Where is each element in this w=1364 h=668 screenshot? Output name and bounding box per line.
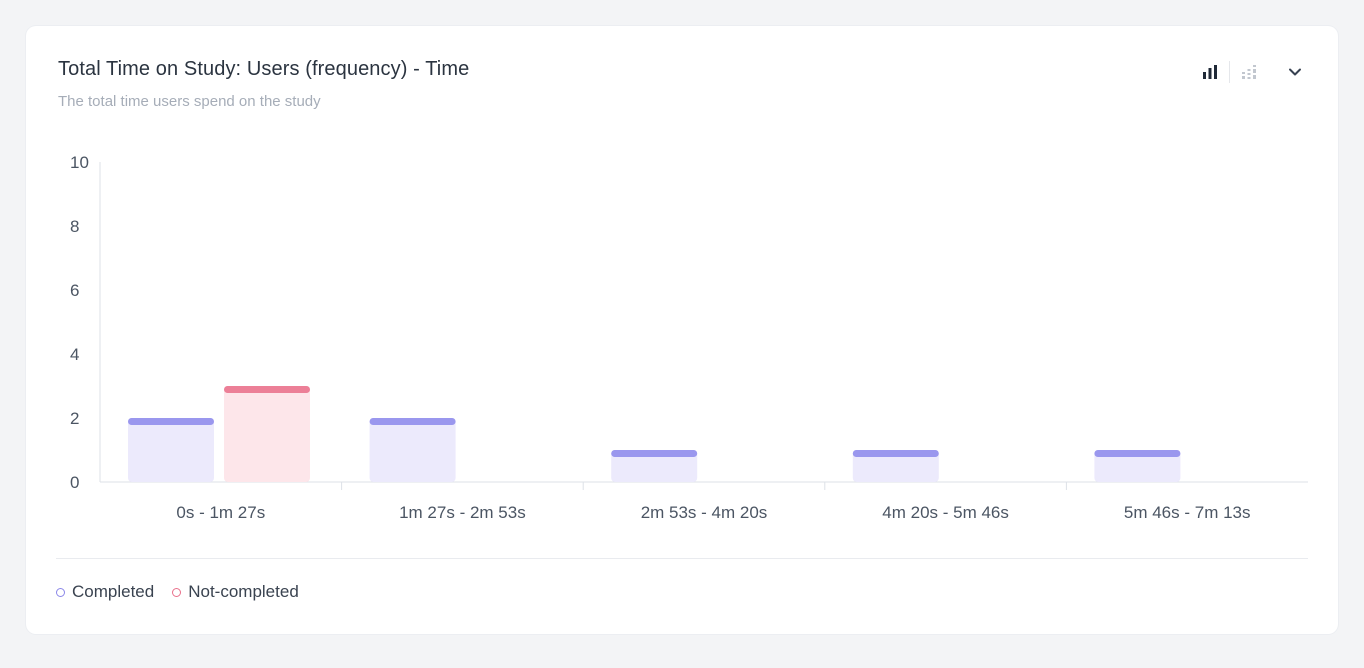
y-tick-label: 0: [70, 473, 79, 492]
bar-cap-completed: [369, 418, 456, 425]
y-tick-label: 10: [70, 153, 89, 172]
legend-label-not-completed: Not-completed: [188, 582, 299, 601]
x-tick-label: 5m 46s - 7m 13s: [1124, 503, 1251, 522]
chart-card: Total Time on Study: Users (frequency) -…: [26, 26, 1338, 634]
bar-cap-completed: [1094, 450, 1181, 457]
bar-cap-completed: [128, 418, 214, 425]
legend-label-completed: Completed: [72, 582, 155, 601]
stacked-bar-icon: [1242, 65, 1256, 79]
bar-chart-icon: [1203, 65, 1217, 79]
chevron-down-icon: [1289, 68, 1301, 76]
y-tick-label: 8: [70, 217, 79, 236]
grouped-bar-view-button[interactable]: [1197, 60, 1223, 84]
collapse-button[interactable]: [1282, 60, 1308, 84]
bar-completed: [852, 450, 939, 482]
legend-dot-not-completed: [172, 587, 182, 597]
legend-dot-completed: [56, 587, 65, 597]
bar-completed: [369, 418, 456, 482]
x-tick-label: 4m 20s - 5m 46s: [882, 503, 1009, 522]
bar-cap-not-completed: [224, 386, 310, 393]
stacked-bar-view-button[interactable]: [1236, 60, 1262, 84]
toolbar-separator: [1229, 61, 1230, 83]
bar-completed: [611, 450, 698, 482]
legend-item-not-completed[interactable]: Not-completed: [172, 582, 299, 602]
bar-chart: 0 2 4 6 8 10 0s - 1m 27s 1m 27s - 2m 53s 2m 53s …: [70, 153, 1308, 522]
bar-cap-completed: [852, 450, 939, 457]
chart-toolbar: [1197, 60, 1308, 84]
chart-title: Total Time on Study: Users (frequency) -…: [58, 58, 470, 80]
y-tick-label: 6: [70, 281, 79, 300]
bar-completed: [128, 418, 214, 482]
chart-subtitle: The total time users spend on the study: [58, 93, 321, 110]
x-tick-label: 0s - 1m 27s: [176, 503, 265, 522]
bar-cap-completed: [611, 450, 698, 457]
y-tick-label: 2: [70, 409, 79, 428]
bar-completed: [1094, 450, 1181, 482]
legend-item-completed[interactable]: Completed: [56, 582, 154, 602]
bar-not-completed: [224, 386, 310, 482]
y-tick-label: 4: [70, 345, 79, 364]
chart-legend: Completed Not-completed: [56, 582, 317, 602]
x-tick-label: 2m 53s - 4m 20s: [641, 503, 768, 522]
x-tick-label: 1m 27s - 2m 53s: [399, 503, 526, 522]
legend-divider: [56, 558, 1308, 559]
